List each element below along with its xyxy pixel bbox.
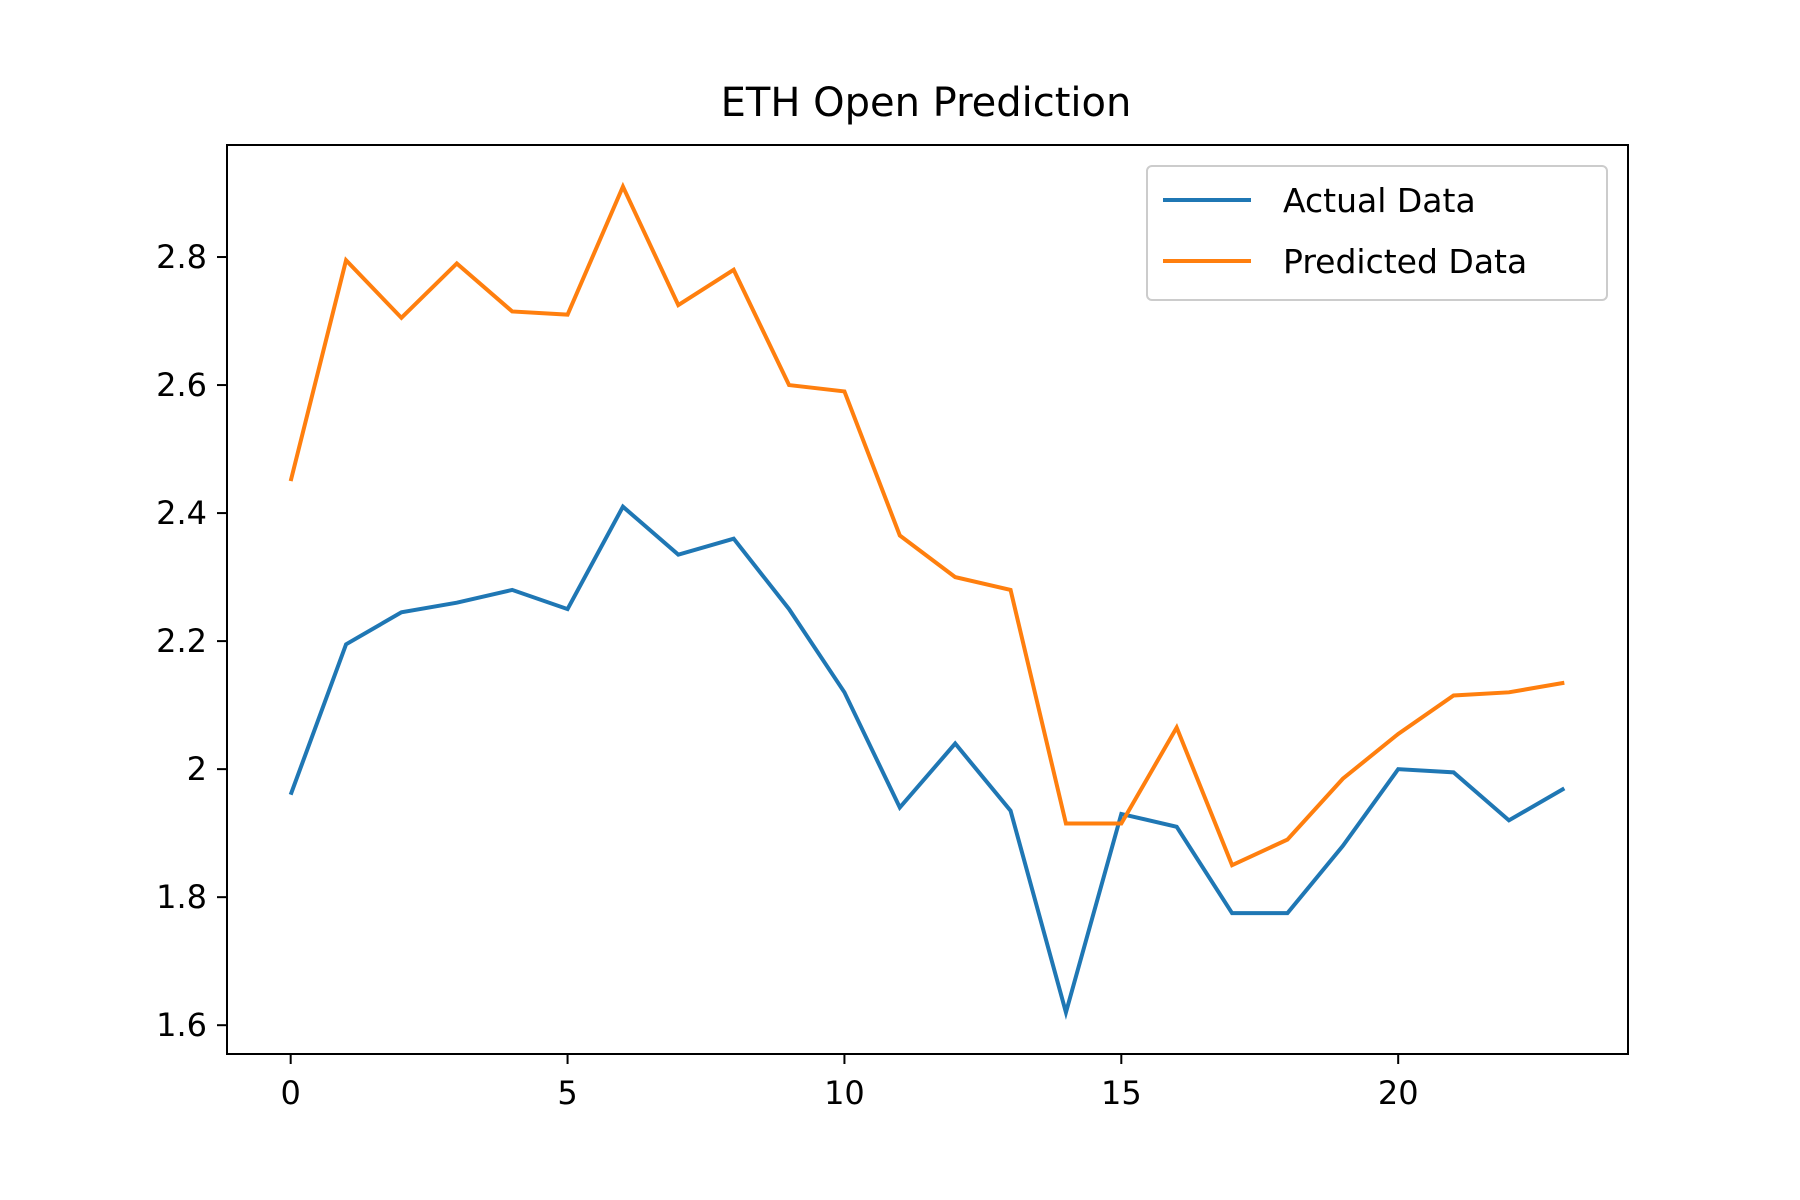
y-tick-label: 1.8 (156, 878, 207, 916)
y-tick-label: 2.6 (156, 366, 207, 404)
y-tick-label: 2.4 (156, 494, 207, 532)
series-line-1 (288, 503, 1566, 1020)
x-tick-label: 15 (1101, 1074, 1142, 1112)
series-line-2 (288, 181, 1565, 868)
legend-label-2: Predicted Data (1283, 242, 1527, 281)
y-tick-label: 2.2 (156, 622, 207, 660)
chart-title: ETH Open Prediction (721, 80, 1132, 126)
y-tick-label: 1.6 (156, 1006, 207, 1044)
legend: Actual Data Predicted Data (1146, 165, 1608, 301)
x-tick-label: 0 (281, 1074, 301, 1112)
legend-label-1: Actual Data (1283, 181, 1476, 220)
legend-box (1146, 165, 1608, 301)
y-tick-label: 2.8 (156, 238, 207, 276)
x-tick-label: 10 (824, 1074, 865, 1112)
axes-frame (226, 144, 1629, 1055)
x-tick-label: 5 (557, 1074, 577, 1112)
x-tick-label: 20 (1378, 1074, 1419, 1112)
y-tick-label: 2 (187, 750, 207, 788)
plot-area: 0 5 10 15 20 1.6 1.8 2 2.2 2.4 2.6 2.8 (156, 144, 1629, 1112)
